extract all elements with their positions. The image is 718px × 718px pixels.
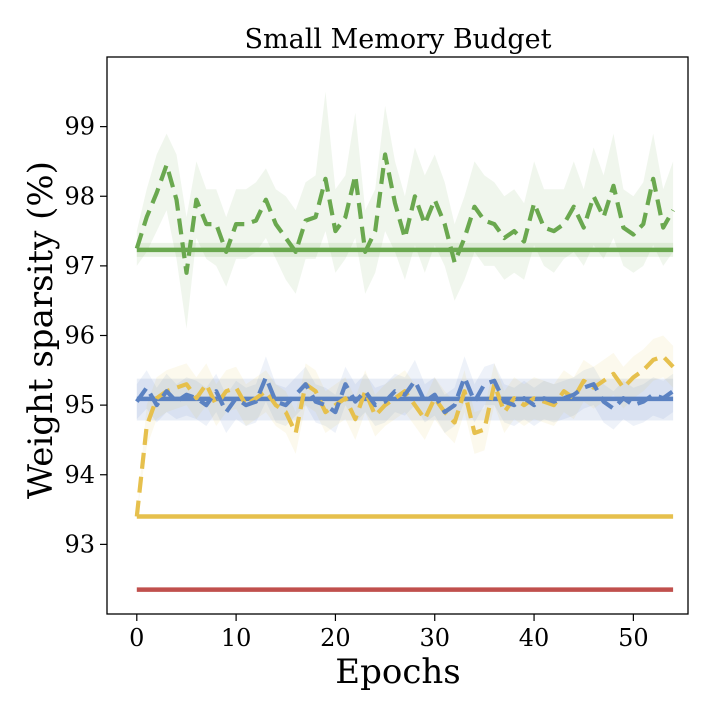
x-tick-label: 10 [221,624,252,652]
x-tick-label: 0 [129,624,144,652]
y-tick-label: 99 [64,113,95,141]
x-tick-label: 50 [618,624,649,652]
y-tick-label: 95 [64,391,95,419]
x-tick-label: 40 [519,624,550,652]
x-tick-label: 30 [419,624,450,652]
y-tick-label: 97 [64,252,95,280]
x-axis-label: Epochs [335,652,460,692]
green-dashed-band [136,91,674,329]
y-axis-label: Weight sparsity (%) [21,161,61,499]
confidence-bands [136,91,674,517]
blue-dashed-line [135,375,675,415]
axis-ticks: 0 10 20 30 40 50 93 94 95 96 97 98 99 [64,113,648,652]
y-tick-label: 98 [64,182,95,210]
y-tick-label: 96 [64,322,95,350]
plot-frame [106,56,689,615]
y-tick-label: 94 [64,461,95,489]
x-tick-label: 20 [320,624,351,652]
yellow-dashed-band [136,335,674,517]
y-tick-label: 93 [64,530,95,558]
green-dashed-line [134,152,675,275]
series-lines [134,152,675,592]
chart-title: Small Memory Budget [245,24,552,55]
